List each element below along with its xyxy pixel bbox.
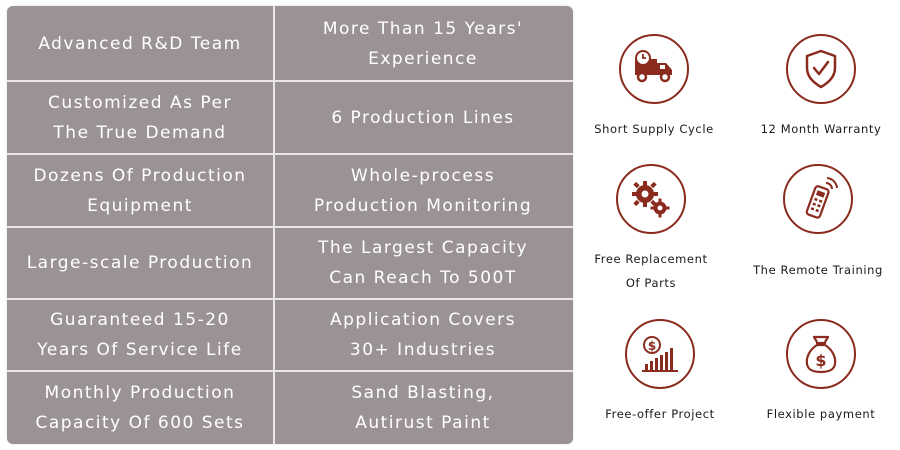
table-cell-right: Whole-process Production Monitoring — [313, 165, 533, 216]
table-cell-right: 6 Production Lines — [331, 107, 515, 128]
shield-check-icon — [786, 34, 856, 104]
table-cell-right: Sand Blasting, Autirust Paint — [351, 382, 495, 433]
table-cell-left: Dozens Of Production Equipment — [33, 165, 247, 216]
feature-label: The Remote Training — [753, 263, 883, 277]
feature-label: Flexible payment — [766, 407, 876, 421]
table-row: Large-scale Production The Largest Capac… — [7, 227, 573, 299]
feature-short-supply-cycle: Short Supply Cycle — [579, 34, 729, 141]
column-divider — [273, 6, 275, 444]
table-cell-left: Customized As Per The True Demand — [48, 92, 232, 143]
feature-label: Free Replacement Of Parts — [594, 252, 708, 290]
gears-icon — [616, 164, 686, 234]
money-bag-icon: $ — [786, 319, 856, 389]
remote-control-icon — [783, 164, 853, 234]
feature-label: 12 Month Warranty — [760, 122, 882, 136]
features-table: Advanced R&D Team More Than 15 Years' Ex… — [7, 6, 573, 444]
table-row: Dozens Of Production Equipment Whole-pro… — [7, 154, 573, 227]
table-cell-left: Monthly Production Capacity Of 600 Sets — [35, 382, 245, 433]
row-divider — [7, 153, 573, 155]
table-cell-left: Advanced R&D Team — [38, 33, 242, 54]
table-cell-right: More Than 15 Years' Experience — [322, 18, 524, 69]
table-row: Monthly Production Capacity Of 600 Sets … — [7, 371, 573, 444]
table-row: Guaranteed 15-20 Years Of Service Life A… — [7, 299, 573, 371]
row-divider — [7, 226, 573, 228]
table-cell-left: Guaranteed 15-20 Years Of Service Life — [37, 310, 243, 360]
table-cell-right: Application Covers 30+ Industries — [329, 310, 517, 360]
table-cell-right: The Largest Capacity Can Reach To 500T — [317, 238, 529, 288]
feature-flexible-payment: $ Flexible payment — [746, 319, 896, 426]
svg-text:$: $ — [815, 351, 826, 370]
row-divider — [7, 370, 573, 372]
delivery-truck-icon — [619, 34, 689, 104]
feature-label: Short Supply Cycle — [594, 122, 714, 136]
dollar-bar-chart-icon: $ — [625, 319, 695, 389]
svg-text:$: $ — [648, 339, 656, 353]
table-row: Advanced R&D Team More Than 15 Years' Ex… — [7, 6, 573, 81]
row-divider — [7, 298, 573, 300]
row-divider — [7, 80, 573, 82]
table-row: Customized As Per The True Demand 6 Prod… — [7, 81, 573, 154]
feature-free-offer-project: $ Free-offer Project — [585, 319, 735, 426]
feature-free-replacement: Free Replacement Of Parts — [576, 164, 726, 295]
feature-warranty: 12 Month Warranty — [746, 34, 896, 141]
feature-remote-training: The Remote Training — [743, 164, 893, 282]
table-cell-left: Large-scale Production — [26, 253, 254, 273]
feature-label: Free-offer Project — [605, 407, 715, 421]
